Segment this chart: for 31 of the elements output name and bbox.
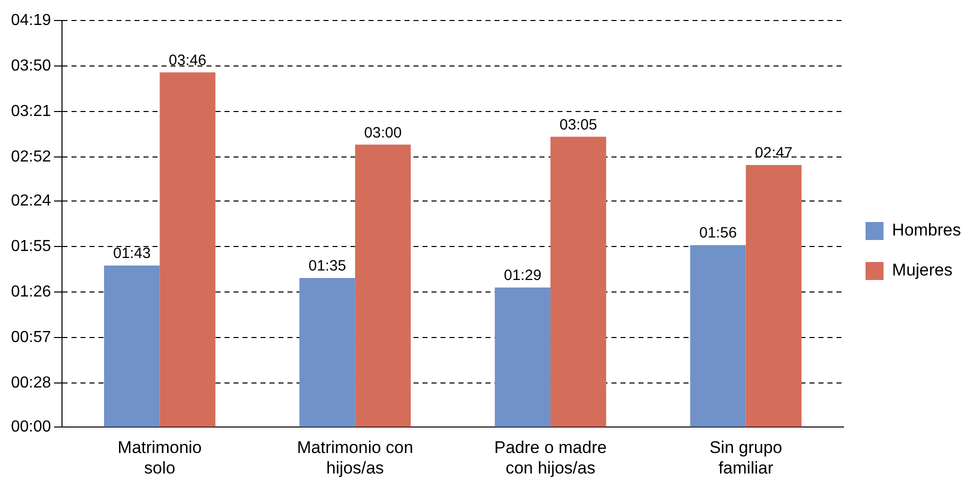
bar: [550, 136, 606, 427]
data-label: 03:46: [168, 52, 206, 70]
data-label: 03:05: [560, 116, 598, 134]
x-tick-label: Padre o madre con hijos/as: [494, 438, 607, 478]
y-tick-label: 04:19: [10, 12, 52, 30]
y-tick-label: 00:57: [10, 329, 52, 346]
bar: [355, 144, 411, 427]
legend-label: Mujeres: [892, 260, 953, 280]
x-tick-label: Sin grupo familiar: [709, 438, 782, 478]
data-label: 01:35: [308, 258, 346, 275]
data-label: 01:43: [113, 245, 151, 262]
y-tick-label: 03:21: [10, 103, 52, 120]
bar: [690, 245, 746, 427]
y-tick-label: 01:55: [10, 238, 52, 256]
bar: [160, 72, 216, 427]
data-label: 03:00: [364, 124, 402, 142]
y-tick-label: 01:26: [10, 284, 52, 301]
y-tick-label: 02:24: [10, 192, 52, 210]
y-tick-label: 00:00: [10, 418, 52, 436]
data-label: 01:56: [699, 224, 737, 242]
x-tick-label: Matrimonio con hijos/as: [296, 438, 414, 478]
y-tick-label: 02:52: [10, 148, 52, 166]
bar: [494, 287, 550, 427]
data-label: 01:29: [504, 267, 542, 284]
legend-label: Hombres: [892, 220, 962, 240]
bar: [104, 266, 160, 427]
y-tick-label: 00:28: [10, 374, 52, 392]
x-tick-label: Matrimonio solo: [118, 438, 202, 478]
bar: [299, 278, 356, 427]
bar: [746, 165, 802, 427]
y-tick-label: 03:50: [10, 58, 52, 75]
